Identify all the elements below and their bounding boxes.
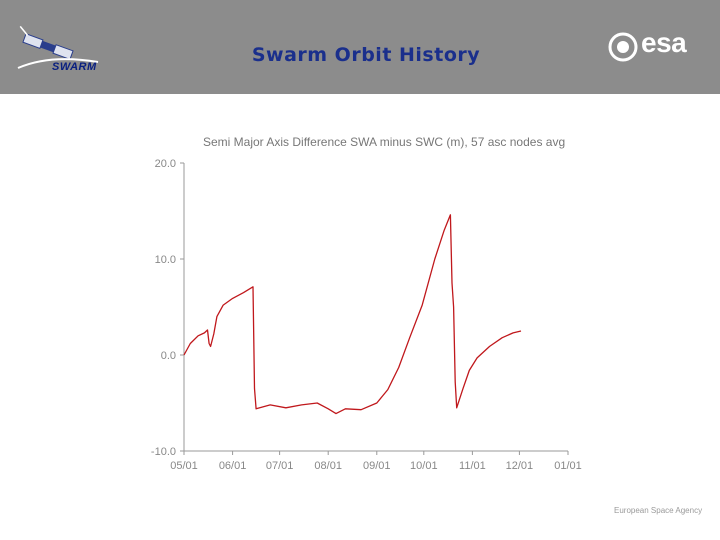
y-tick-label: 20.0 (155, 158, 176, 170)
satellite-icon (17, 25, 99, 69)
x-tick-label: 01/01 (554, 460, 582, 472)
chart-title: Semi Major Axis Difference SWA minus SWC… (203, 135, 565, 149)
x-tick-label: 10/01 (410, 460, 438, 472)
agency-name: European Space Agency (614, 506, 703, 515)
x-tick-label: 06/01 (219, 460, 247, 472)
esa-logo-text: esa (641, 27, 687, 58)
y-tick-label: -10.0 (151, 446, 176, 458)
x-tick-label: 11/01 (459, 460, 486, 472)
chart-ticks: -10.0 0.0 10.0 20.0 05/01 06/01 07/01 08/01 09/0… (151, 158, 582, 472)
x-tick-label: 05/01 (170, 460, 198, 472)
x-tick-label: 08/01 (314, 460, 342, 472)
y-tick-label: 10.0 (155, 254, 176, 266)
chart-series (183, 214, 522, 415)
y-tick-label: 0.0 (161, 350, 176, 362)
x-tick-label: 07/01 (266, 460, 294, 472)
swarm-logo (10, 18, 110, 80)
series-line (183, 214, 522, 415)
header-bar: SWARM Swarm Orbit History esa (0, 0, 720, 94)
swarm-logo-text: SWARM (52, 61, 97, 73)
x-tick-label: 09/01 (363, 460, 391, 472)
chart-axes (183, 163, 568, 452)
x-tick-label: 12/01 (506, 460, 534, 472)
esa-logo-icon (608, 32, 638, 62)
page-title: Swarm Orbit History (251, 44, 481, 66)
